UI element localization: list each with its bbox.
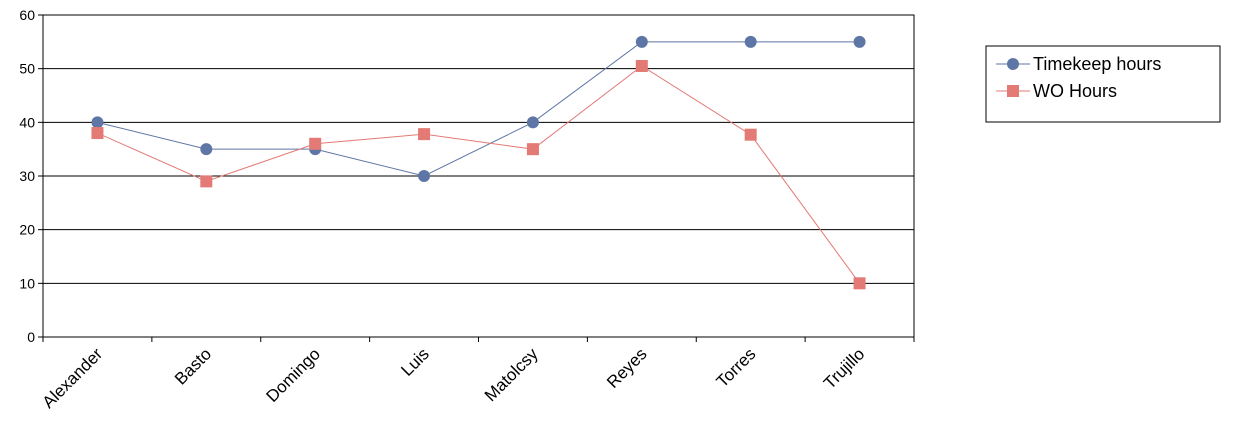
- x-axis-ticks: Alexander Basto Domingo Luis Matolcsy Reyes To…: [39, 337, 915, 412]
- data-point: [744, 128, 757, 141]
- x-tick-label: Matolcsy: [481, 344, 542, 405]
- data-point: [91, 116, 104, 129]
- x-tick-label: Basto: [171, 344, 215, 388]
- legend-label: WO Hours: [1033, 81, 1117, 101]
- x-tick-label: Trujillo: [820, 344, 868, 392]
- y-tick-label: 30: [19, 168, 35, 184]
- series-2: [91, 59, 866, 290]
- x-tick-label: Torres: [713, 344, 760, 391]
- series-line: [97, 65, 860, 284]
- data-point: [526, 143, 539, 156]
- data-point: [635, 35, 648, 48]
- data-point: [200, 175, 213, 188]
- series-1: [91, 35, 866, 182]
- data-point: [853, 35, 866, 48]
- data-point: [309, 137, 322, 150]
- x-tick-label: Reyes: [603, 344, 651, 392]
- data-point: [200, 143, 213, 156]
- legend: Timekeep hours WO Hours: [985, 45, 1221, 123]
- legend-marker: [1007, 58, 1019, 70]
- legend-item: Timekeep hours: [996, 54, 1161, 74]
- data-point: [91, 127, 104, 140]
- legend-label: Timekeep hours: [1033, 54, 1161, 74]
- data-point: [418, 170, 431, 182]
- y-tick-label: 40: [19, 114, 35, 130]
- data-point: [635, 59, 648, 72]
- legend-box: [985, 45, 1221, 123]
- y-tick-label: 10: [19, 275, 35, 291]
- data-point: [526, 116, 539, 129]
- data-point: [853, 277, 866, 290]
- x-tick-label: Domingo: [262, 344, 324, 406]
- x-tick-label: Luis: [397, 344, 432, 379]
- series-line: [97, 41, 860, 177]
- series-group: [91, 35, 866, 290]
- y-tick-label: 0: [27, 329, 35, 345]
- legend-marker: [1007, 85, 1019, 97]
- y-tick-label: 50: [19, 61, 35, 77]
- x-tick-label: Alexander: [39, 344, 107, 412]
- y-axis-ticks: 0 10 20 30 40 50 60: [19, 7, 43, 345]
- legend-item: WO Hours: [996, 81, 1117, 101]
- data-point: [744, 35, 757, 48]
- y-tick-label: 60: [19, 7, 35, 23]
- gridlines: [43, 68, 914, 284]
- data-point: [418, 128, 431, 141]
- y-tick-label: 20: [19, 222, 35, 238]
